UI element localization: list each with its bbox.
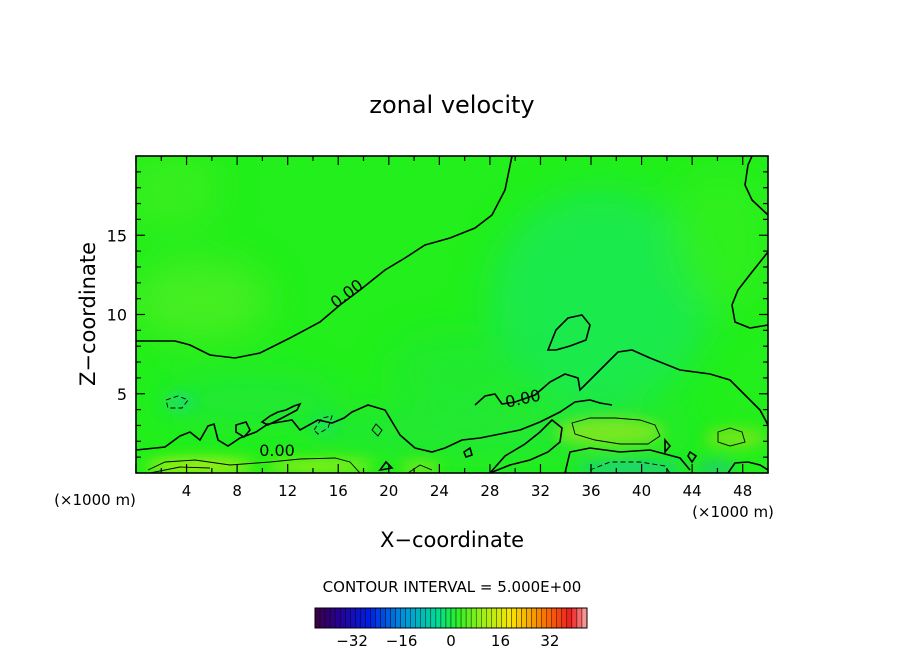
colorbar-swatch — [345, 607, 351, 629]
colorbar-swatch — [365, 607, 371, 629]
colorbar-tick-labels: −32 −16 0 16 32 — [336, 632, 559, 650]
colorbar-swatch — [370, 607, 376, 629]
colorbar-swatch — [566, 607, 573, 629]
colorbar-swatch — [380, 607, 386, 629]
colorbar-swatch — [465, 607, 472, 629]
x-unit-left: (×1000 m) — [54, 491, 136, 509]
colorbar-tick-label: −16 — [386, 632, 418, 650]
colorbar-swatch — [455, 607, 462, 629]
x-tick-label: 16 — [329, 482, 348, 500]
contour-label-lower: 0.00 — [259, 441, 295, 460]
colorbar-swatch — [501, 607, 507, 629]
x-tick-labels: 4 8 12 16 20 24 28 32 36 40 44 48 — [182, 482, 752, 500]
colorbar-tick-label: 0 — [446, 632, 456, 650]
contour-lines-thin — [147, 417, 746, 473]
colorbar-swatch — [551, 607, 557, 629]
colorbar-swatch — [511, 607, 517, 629]
colorbar-frame — [314, 607, 588, 629]
y-tick-label: 5 — [117, 385, 127, 404]
y-tick-label: 10 — [107, 306, 127, 325]
colorbar-tick-label: 16 — [491, 632, 510, 650]
colorbar-swatch — [415, 607, 421, 629]
x-unit-right: (×1000 m) — [692, 503, 774, 521]
x-tick-label: 32 — [531, 482, 550, 500]
colorbar-swatch — [460, 607, 467, 629]
colorbar-swatch — [400, 607, 406, 629]
colorbar-swatch — [541, 607, 547, 629]
colorbar-swatch — [390, 607, 396, 629]
colorbar-swatch — [496, 607, 502, 629]
x-tick-label: 12 — [278, 482, 297, 500]
x-tick-label: 44 — [683, 482, 702, 500]
colorbar-swatch — [576, 607, 583, 629]
colorbar — [314, 607, 588, 629]
colorbar-swatch — [329, 607, 336, 629]
colorbar-tick-label: −32 — [336, 632, 368, 650]
colorbar-swatch — [556, 607, 563, 629]
contour-lines-negative — [165, 395, 671, 473]
colorbar-swatch — [536, 607, 542, 629]
colorbar-swatch — [571, 607, 578, 629]
x-axis-label: X−coordinate — [380, 528, 524, 552]
colorbar-swatch — [470, 607, 477, 629]
colorbar-swatch — [430, 607, 437, 629]
colorbar-swatch — [410, 607, 416, 629]
colorbar-swatch — [526, 607, 532, 629]
colorbar-swatch — [324, 607, 331, 629]
colorbar-swatch — [581, 607, 588, 629]
chart-title: zonal velocity — [369, 91, 534, 119]
colorbar-swatch — [440, 607, 447, 629]
x-tick-label: 28 — [480, 482, 499, 500]
colorbar-swatch — [506, 607, 512, 629]
colorbar-swatch — [531, 607, 537, 629]
colorbar-swatch — [360, 607, 366, 629]
colorbar-swatch — [445, 607, 452, 629]
colorbar-swatch — [516, 607, 522, 629]
x-tick-label: 36 — [581, 482, 600, 500]
x-tick-label: 48 — [733, 482, 752, 500]
y-axis-label: Z−coordinate — [76, 242, 100, 386]
colorbar-swatch — [486, 607, 492, 629]
colorbar-swatch — [395, 607, 401, 629]
colorbar-swatch — [450, 607, 457, 629]
colorbar-swatch — [339, 607, 346, 629]
colorbar-swatch — [355, 607, 361, 629]
contour-interval: CONTOUR INTERVAL = 5.000E+00 — [323, 578, 582, 596]
colorbar-swatch — [561, 607, 568, 629]
colorbar-swatch — [546, 607, 552, 629]
colorbar-swatch — [319, 607, 326, 629]
colorbar-swatch — [420, 607, 427, 629]
colorbar-swatch — [405, 607, 411, 629]
colorbar-tick-label: 32 — [540, 632, 559, 650]
colorbar-swatch — [425, 607, 432, 629]
x-tick-label: 8 — [232, 482, 242, 500]
colorbar-swatch — [475, 607, 482, 629]
axis-ticks — [135, 156, 769, 473]
x-tick-label: 4 — [182, 482, 192, 500]
colorbar-swatch — [375, 607, 381, 629]
colorbar-swatch — [481, 607, 487, 629]
colorbar-swatch — [491, 607, 497, 629]
velocity-field — [136, 156, 768, 473]
colorbar-swatch — [435, 607, 442, 629]
colorbar-swatch — [521, 607, 527, 629]
colorbar-swatch — [314, 607, 321, 629]
x-tick-label: 40 — [632, 482, 651, 500]
x-tick-label: 20 — [379, 482, 398, 500]
contour-lines — [136, 156, 768, 473]
colorbar-swatch — [385, 607, 391, 629]
colorbar-swatch — [334, 607, 341, 629]
y-tick-label: 15 — [107, 226, 127, 245]
colorbar-swatch — [350, 607, 356, 629]
x-tick-label: 24 — [430, 482, 449, 500]
y-tick-labels: 5 10 15 — [107, 226, 127, 404]
